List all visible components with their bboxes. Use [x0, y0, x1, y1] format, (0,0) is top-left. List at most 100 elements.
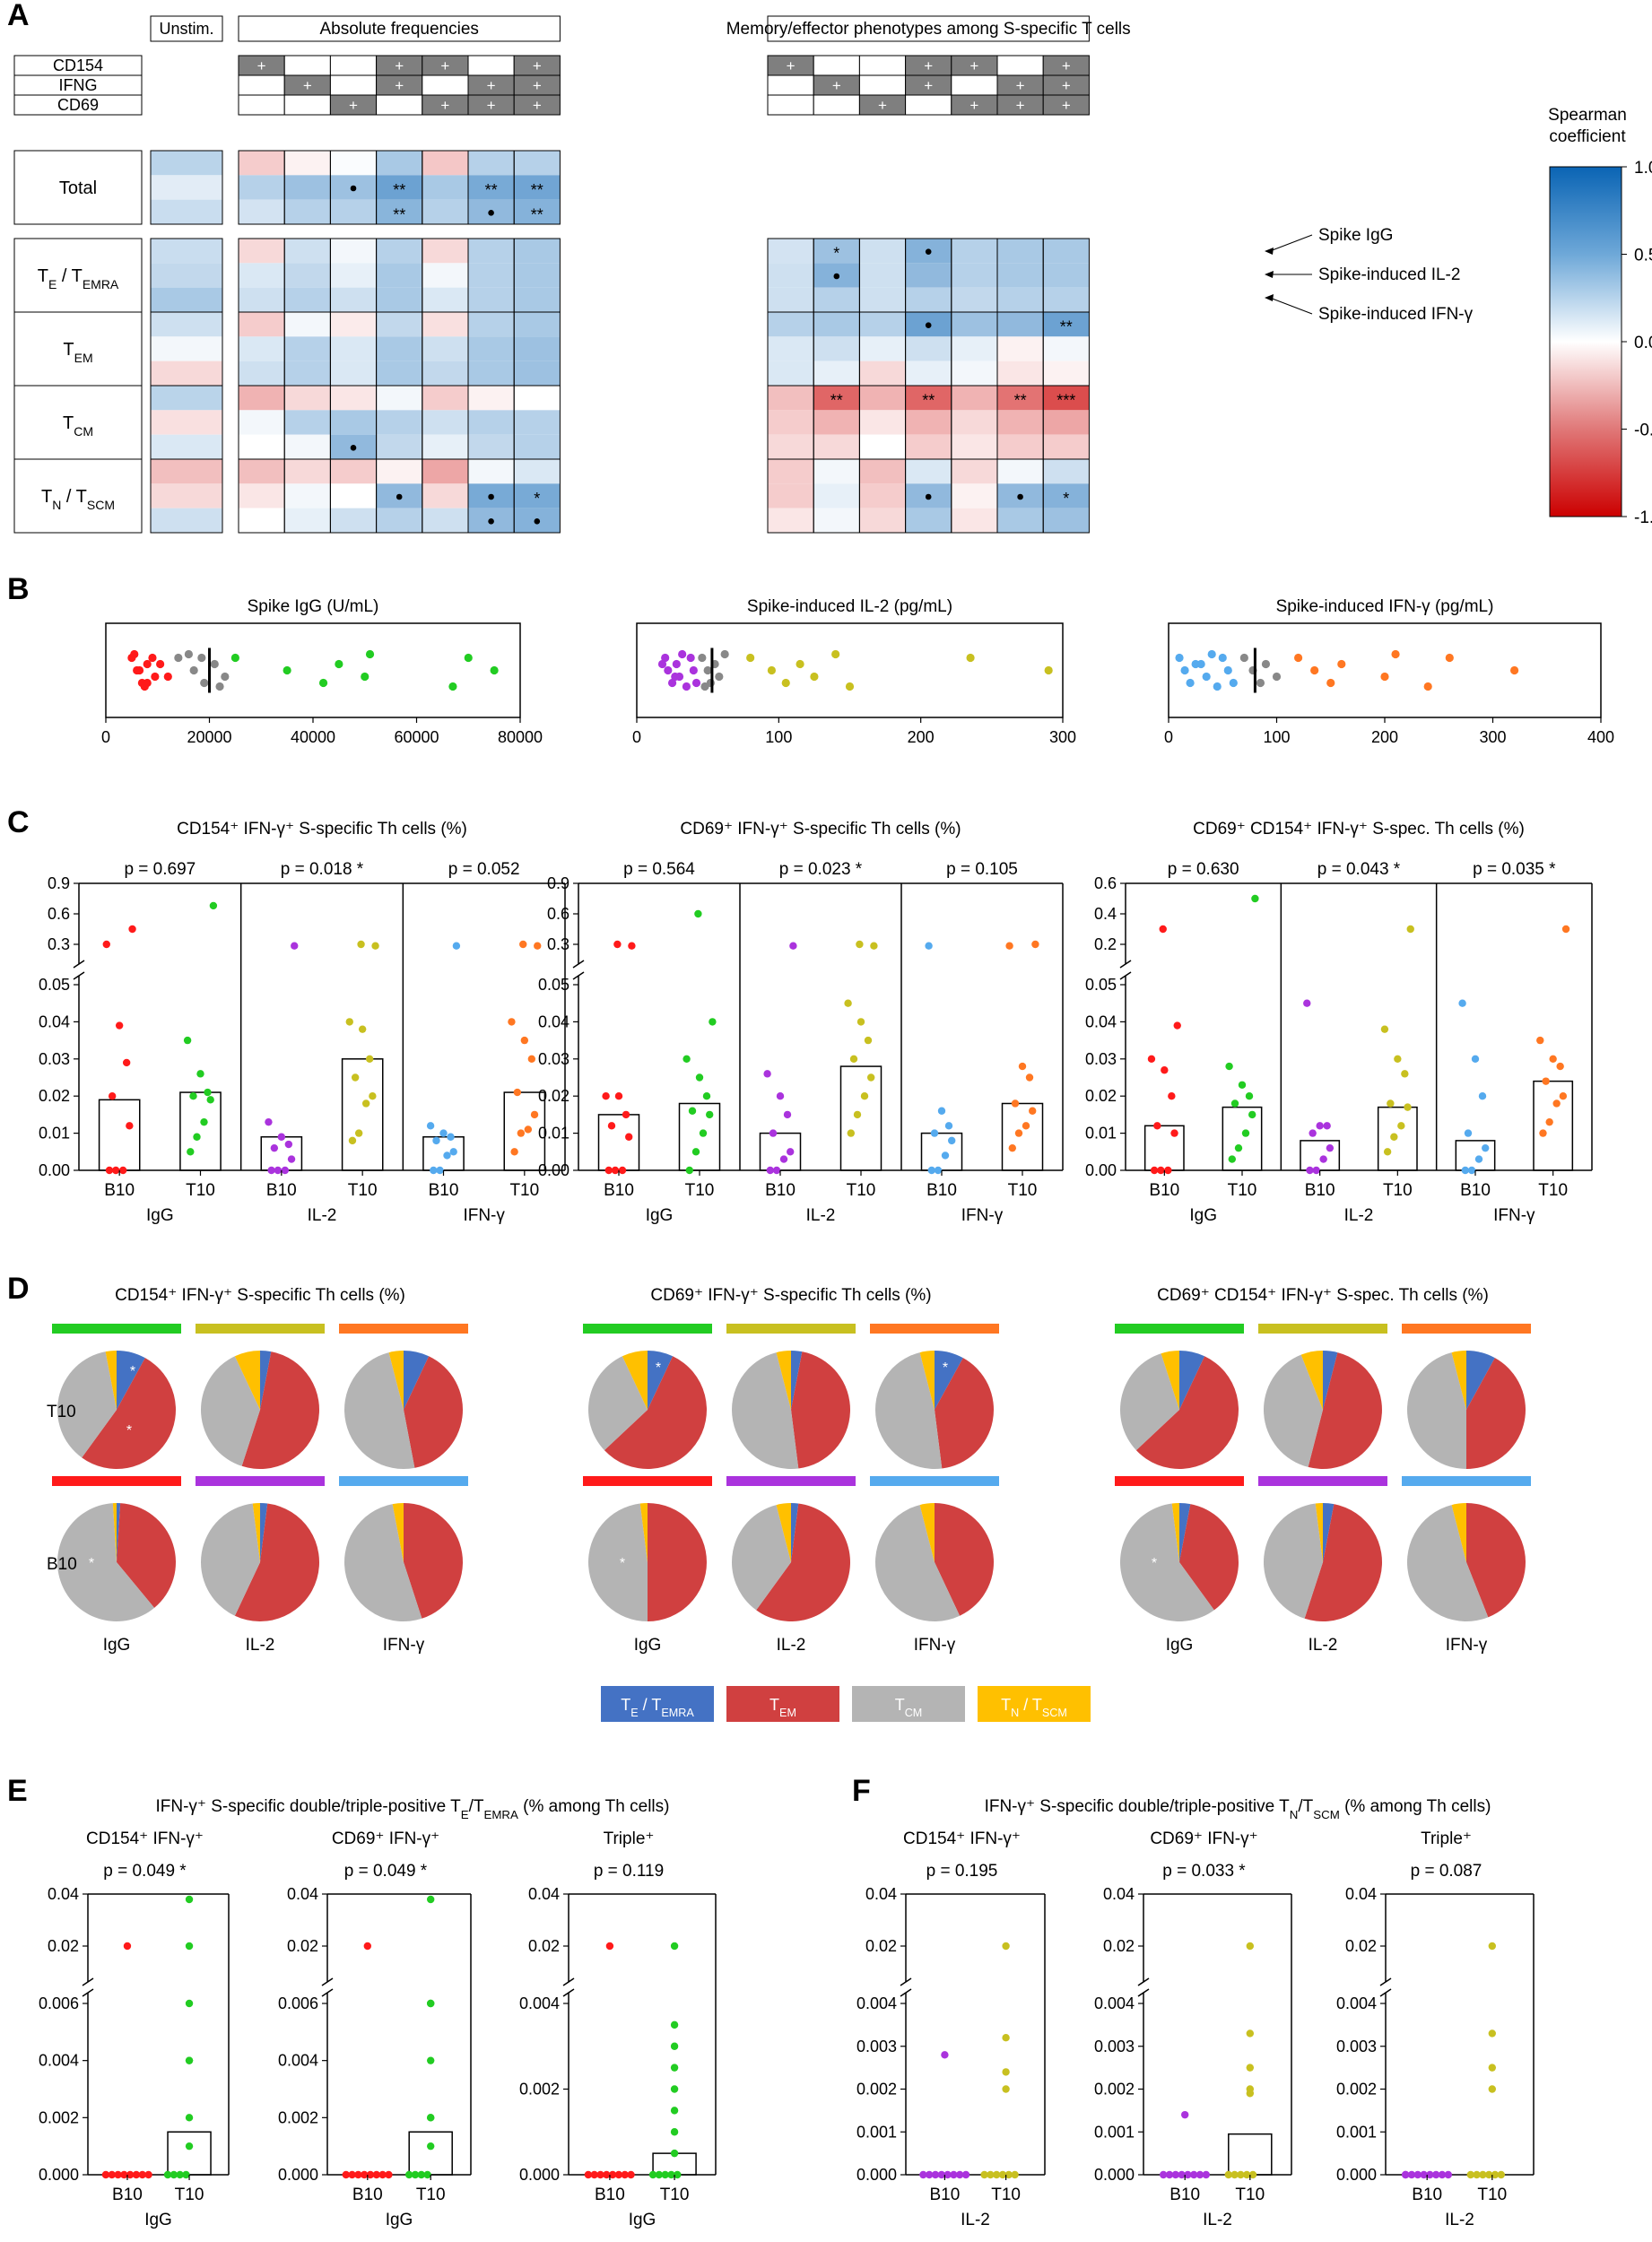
heat-cell-abs	[284, 386, 331, 411]
y-tick-label: 0.03	[39, 1050, 70, 1068]
pie-star: *	[130, 1364, 135, 1379]
dot-mid	[200, 678, 209, 688]
data-point	[1248, 1110, 1256, 1119]
data-point	[366, 2170, 375, 2179]
bar	[260, 1135, 303, 1171]
bar	[98, 1099, 141, 1171]
heat-cell-abs	[422, 386, 468, 411]
heat-cell-abs	[330, 199, 377, 224]
bar	[597, 1114, 640, 1171]
data-point	[123, 1942, 132, 1951]
heat-cell-mem	[1043, 483, 1090, 508]
pie-slice	[392, 1503, 404, 1562]
y-tick-label: 0.4	[1094, 905, 1117, 923]
subscript: N	[52, 498, 61, 512]
annotation-arrow-line	[1269, 234, 1313, 252]
panel-b-dotplots: Spike IgG (U/mL)0 20000 40000 60000 80000Spi…	[101, 597, 1614, 746]
pie-slice	[919, 1351, 935, 1410]
data-point	[1479, 2170, 1487, 2179]
significance-dot	[925, 322, 932, 328]
data-point	[126, 2170, 135, 2179]
pie-star: *	[620, 1556, 625, 1571]
data-point	[1488, 2085, 1497, 2093]
y-tick-label: 0.000	[856, 2166, 897, 2184]
plus-sign: +	[487, 97, 496, 114]
data-point	[385, 2170, 393, 2179]
data-point	[1478, 1092, 1487, 1100]
heat-cell-mem	[997, 459, 1044, 484]
y-tick-label: 0.00	[538, 1161, 570, 1179]
plus-sign: +	[440, 97, 449, 114]
y-tick-label: 0.6	[1094, 874, 1117, 892]
data-point	[934, 1166, 943, 1175]
dot-high	[796, 659, 804, 669]
pie-color-bar	[1115, 1476, 1244, 1486]
subplot-title: Triple⁺	[1421, 1829, 1472, 1848]
y-tick-label: 0.05	[39, 976, 70, 994]
heat-cell-mem	[813, 312, 860, 337]
data-point	[183, 1036, 192, 1045]
dot-low	[682, 682, 691, 691]
dot-low	[689, 665, 698, 675]
heat-cell-abs	[284, 434, 331, 459]
data-point	[265, 1117, 273, 1126]
data-point	[1018, 1062, 1027, 1071]
header-unstim-box	[150, 15, 223, 42]
axis-break	[900, 1977, 912, 1986]
y-tick-label: 0.01	[39, 1125, 70, 1143]
pie-slice	[1120, 1353, 1179, 1451]
data-point	[185, 2142, 194, 2151]
heat-cell-abs	[422, 336, 468, 361]
data-point	[1309, 1129, 1317, 1137]
heat-cell-mem	[813, 410, 860, 435]
heat-cell-mem	[768, 361, 814, 386]
annotation-arrow-head	[1265, 294, 1274, 301]
data-point	[926, 2170, 934, 2179]
data-point	[1164, 1166, 1172, 1175]
heat-cell-abs	[239, 263, 285, 288]
data-point	[1246, 2085, 1255, 2093]
data-point	[527, 1055, 536, 1064]
data-point	[348, 1136, 357, 1145]
data-point	[856, 1018, 865, 1026]
x-tick-label: 60000	[394, 728, 439, 746]
dot-low	[1175, 653, 1184, 663]
dot-mid	[1272, 672, 1282, 682]
group-label: B10	[429, 1181, 459, 1200]
bar	[341, 1058, 384, 1171]
plus-sign: +	[487, 77, 496, 94]
heat-cell-abs	[468, 239, 515, 264]
data-point	[667, 2170, 675, 2179]
data-point	[519, 940, 527, 949]
heat-cell-abs	[330, 336, 377, 361]
data-point	[1383, 1148, 1392, 1156]
text-part: / T	[57, 266, 83, 286]
data-point	[779, 1155, 788, 1163]
barplot-title: CD154⁺ IFN-γ⁺ S-specific Th cells (%)	[177, 820, 467, 839]
data-point	[122, 1058, 131, 1067]
data-point	[1002, 2034, 1010, 2042]
heat-cell-mem	[813, 459, 860, 484]
heat-cell-abs	[514, 410, 561, 435]
data-point	[1234, 1143, 1243, 1152]
category-label: IL-2	[308, 1206, 337, 1225]
y-tick-label: 0.001	[1094, 2123, 1135, 2141]
data-point	[372, 2170, 380, 2179]
marker-label-CD69: CD69	[57, 96, 99, 114]
significance-dot	[534, 518, 541, 525]
data-point	[1022, 1122, 1030, 1130]
y-tick-label: 0.04	[528, 1885, 560, 1903]
pie-color-bar	[726, 1324, 856, 1334]
y-tick-label: 0.006	[39, 1994, 79, 2012]
heat-cell-mem	[951, 386, 997, 411]
heat-cell-unstim	[151, 386, 222, 411]
pie-slice	[241, 1351, 319, 1469]
dot-low	[1223, 665, 1232, 675]
bar	[408, 2131, 453, 2176]
data-point	[772, 1166, 781, 1175]
heat-cell-abs	[239, 239, 285, 264]
axis-break	[1119, 960, 1132, 969]
data-point	[670, 2042, 679, 2050]
data-point	[943, 2170, 952, 2179]
heat-cell-abs	[284, 459, 331, 484]
